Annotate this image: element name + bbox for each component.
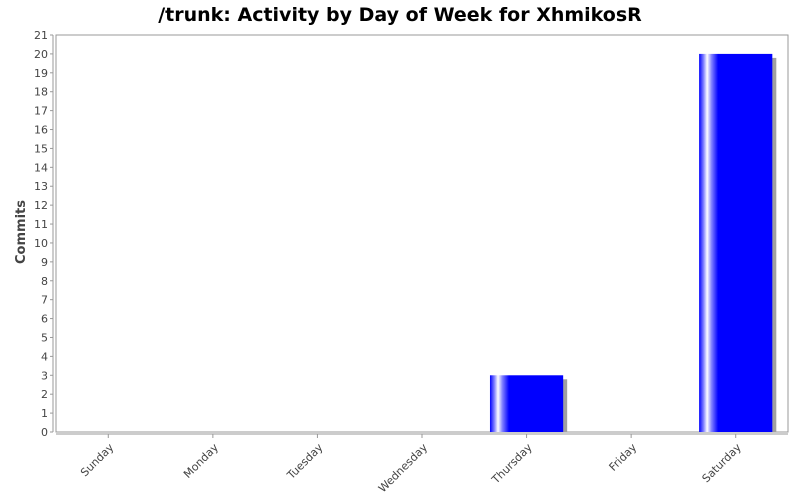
- y-axis-label: Commits: [14, 200, 29, 264]
- y-tick-label: 4: [41, 350, 48, 363]
- x-tick-label-tuesday: Tuesday: [284, 441, 326, 483]
- y-tick-label: 7: [41, 294, 48, 307]
- y-tick-label: 16: [34, 124, 48, 137]
- y-tick-label: 14: [34, 161, 48, 174]
- y-tick-label: 20: [34, 48, 48, 61]
- x-tick-label-thursday: Thursday: [489, 441, 535, 487]
- x-tick-label-wednesday: Wednesday: [376, 441, 431, 496]
- x-tick-label-saturday: Saturday: [700, 441, 745, 486]
- y-tick-label: 1: [41, 407, 48, 420]
- x-tick-label-friday: Friday: [606, 441, 639, 474]
- y-tick-label: 18: [34, 86, 48, 99]
- y-tick-label: 21: [34, 29, 48, 42]
- y-tick-label: 3: [41, 369, 48, 382]
- y-tick-label: 9: [41, 256, 48, 269]
- y-tick-label: 15: [34, 142, 48, 155]
- y-tick-label: 12: [34, 199, 48, 212]
- y-tick-label: 0: [41, 426, 48, 439]
- y-tick-label: 11: [34, 218, 48, 231]
- y-tick-label: 6: [41, 313, 48, 326]
- chart-title: /trunk: Activity by Day of Week for Xhmi…: [158, 4, 642, 26]
- y-tick-label: 17: [34, 105, 48, 118]
- x-tick-label-monday: Monday: [181, 441, 221, 481]
- y-tick-label: 2: [41, 388, 48, 401]
- y-tick-label: 13: [34, 180, 48, 193]
- bar-saturday: [699, 53, 773, 433]
- y-tick-label: 10: [34, 237, 48, 250]
- plot-area: [55, 34, 789, 433]
- y-tick-label: 8: [41, 275, 48, 288]
- y-tick-label: 19: [34, 67, 48, 80]
- bar-thursday: [489, 375, 564, 432]
- y-tick-label: 5: [41, 331, 48, 344]
- x-tick-label-sunday: Sunday: [78, 441, 117, 480]
